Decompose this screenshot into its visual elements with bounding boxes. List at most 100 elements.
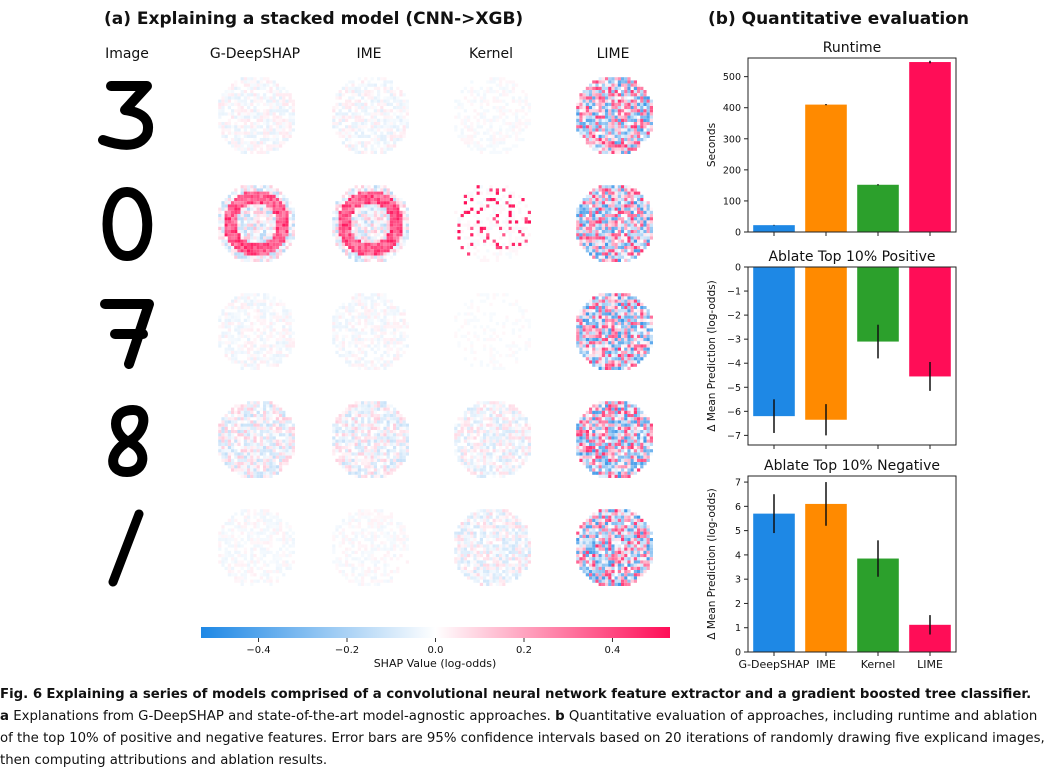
y-tick-label: 1 [735, 623, 741, 634]
attribution-map-ime-3 [332, 77, 409, 154]
y-axis-label: Δ Mean Prediction (log-odds) [706, 280, 718, 431]
plot-frame [747, 57, 957, 233]
chart-title: Ablate Top 10% Positive [768, 249, 935, 265]
y-tick-label: 5 [735, 526, 741, 537]
plot-frame [747, 475, 957, 653]
x-tick-label: IME [816, 658, 836, 671]
colorbar-tick-label: −0.2 [335, 645, 359, 656]
chart-title: Ablate Top 10% Negative [764, 458, 940, 474]
attribution-grid [98, 77, 653, 587]
y-tick-label: 7 [735, 478, 741, 489]
attribution-map-g-deepshap-7 [218, 293, 295, 370]
colorbar-tick-label: 0.2 [516, 645, 532, 656]
digit-image-7 [100, 299, 154, 369]
y-tick-label: −7 [727, 431, 741, 442]
attribution-map-kernel-0 [454, 185, 531, 262]
digit-image-0 [102, 187, 153, 261]
y-tick-label: −1 [727, 287, 741, 298]
attribution-map-lime-0 [576, 185, 653, 262]
y-tick-label: 2 [735, 599, 741, 610]
attribution-map-kernel-1 [454, 509, 531, 586]
caption-a-letter: a [0, 709, 9, 724]
y-tick-label: 0 [735, 648, 741, 659]
y-tick-label: −6 [727, 407, 741, 418]
attribution-map-ime-1 [332, 509, 409, 586]
y-tick-label: 6 [735, 502, 741, 513]
bar-ime [805, 267, 847, 420]
attribution-map-g-deepshap-3 [218, 77, 295, 154]
attribution-map-ime-8 [332, 401, 409, 478]
caption-line-3: of the top 10% of positive and negative … [0, 731, 1045, 746]
y-tick-label: 400 [723, 103, 741, 114]
caption-b-text: Quantitative evaluation of approaches, i… [568, 709, 1038, 724]
attribution-map-kernel-8 [454, 401, 531, 478]
attribution-map-g-deepshap-1 [218, 509, 295, 586]
chart-title: Runtime [823, 40, 881, 56]
x-tick-label: Kernel [861, 658, 896, 671]
bar-chart-3: Ablate Top 10% Negative 0 1 2 3 4 5 6 7 G-DeepSHA… [706, 458, 957, 671]
digit-image-1 [108, 509, 144, 587]
y-tick-label: −5 [727, 383, 741, 394]
y-tick-label: 500 [723, 72, 741, 83]
bar-g-deepshap [753, 267, 795, 417]
attribution-map-kernel-7 [454, 293, 531, 370]
caption-fig-label: Fig. 6 [0, 687, 43, 702]
caption-line-1: Fig. 6 Explaining a series of models com… [0, 684, 1058, 706]
caption-a-text: Explanations from G-DeepSHAP and state-o… [13, 709, 551, 724]
bar-g-deepshap [753, 513, 795, 652]
y-tick-label: 100 [723, 196, 741, 207]
caption-line-2: a Explanations from G-DeepSHAP and state… [0, 706, 1058, 728]
y-tick-label: 0 [735, 263, 741, 274]
colorbar-tick-label: −0.4 [246, 645, 270, 656]
column-header-image: Image [105, 46, 149, 62]
caption-line-4: then computing attributions and ablation… [0, 753, 328, 768]
bar-chart-2: Ablate Top 10% Positive 0 −1 −2 −3 −4 −5 −6 −7 Δ … [706, 249, 957, 449]
digit-image-8 [108, 405, 149, 477]
colorbar-tick-label: 0.4 [605, 645, 621, 656]
bar-kernel [857, 184, 899, 232]
y-tick-label: 3 [735, 575, 741, 586]
y-tick-label: 300 [723, 134, 741, 145]
attribution-map-lime-8 [576, 401, 653, 478]
attribution-map-kernel-3 [454, 77, 531, 154]
bar-lime [909, 267, 951, 377]
plot-frame [747, 266, 957, 446]
y-tick-label: −3 [727, 335, 741, 346]
y-tick-label: −4 [727, 359, 741, 370]
digit-image-3 [98, 81, 153, 150]
caption-b-letter: b [555, 709, 565, 724]
attribution-map-lime-7 [576, 293, 653, 370]
column-header-lime: LIME [596, 46, 630, 62]
attribution-map-g-deepshap-0 [218, 185, 295, 262]
y-tick-label: −2 [727, 311, 741, 322]
bar-chart-1: Runtime 0 100 200 300 400 500 Seconds [706, 40, 957, 239]
colorbar: −0.4 −0.2 0.0 0.2 0.4 SHAP Value (log-odds) [201, 627, 670, 670]
y-tick-label: 0 [735, 228, 741, 239]
column-header-kernel: Kernel [469, 46, 513, 62]
y-tick-label: 4 [735, 550, 741, 561]
column-header-ime: IME [356, 46, 382, 62]
attribution-map-ime-7 [332, 293, 409, 370]
column-header-g-deepshap: G-DeepSHAP [209, 46, 301, 62]
colorbar-label: SHAP Value (log-odds) [374, 657, 497, 670]
bar-lime [909, 62, 951, 232]
bar-ime [805, 104, 847, 232]
x-tick-label: LIME [917, 658, 943, 671]
bar-g-deepshap [753, 225, 795, 232]
attribution-map-g-deepshap-8 [218, 401, 295, 478]
colorbar-tick-label: 0.0 [428, 645, 444, 656]
y-axis-label: Seconds [706, 123, 718, 167]
figure-caption: Fig. 6 Explaining a series of models com… [0, 684, 1058, 772]
bar-ime [805, 503, 847, 652]
attribution-map-lime-1 [576, 509, 653, 586]
panel-b-title: (b) Quantitative evaluation [708, 9, 970, 29]
y-tick-label: 200 [723, 165, 741, 176]
caption-title: Explaining a series of models comprised … [46, 687, 1032, 702]
panel-a-title: (a) Explaining a stacked model (CNN->XGB… [104, 9, 524, 29]
x-tick-label: G-DeepSHAP [739, 658, 810, 671]
y-axis-label: Δ Mean Prediction (log-odds) [706, 488, 718, 639]
colorbar-gradient [201, 627, 670, 638]
attribution-map-ime-0 [332, 185, 409, 262]
attribution-map-lime-3 [576, 77, 653, 154]
